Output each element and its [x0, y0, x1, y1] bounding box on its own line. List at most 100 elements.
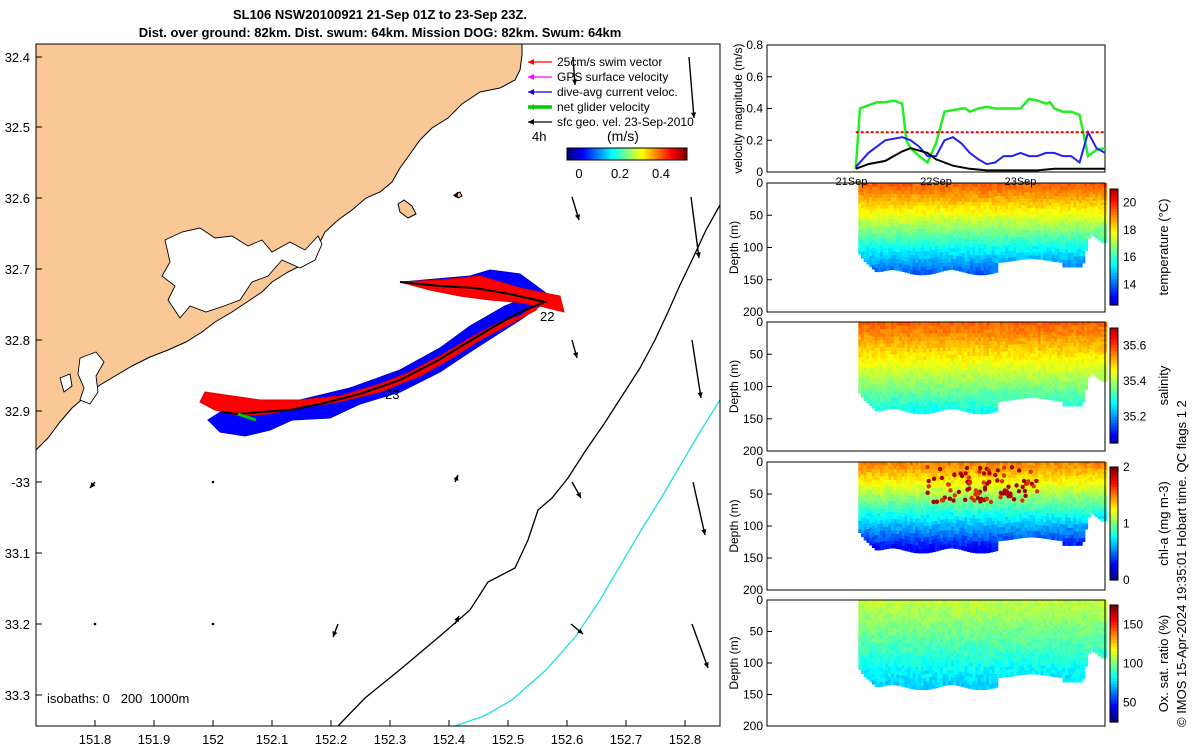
colorbar-cell	[1110, 365, 1118, 369]
heat-cell	[1100, 183, 1108, 187]
colorbar-cell	[1110, 255, 1118, 260]
colorbar-cell	[613, 148, 616, 160]
series-dive-avg-current-veloc-	[854, 129, 1106, 168]
geo-velocity-arrow	[691, 623, 709, 669]
legend-label: dive-avg current veloc.	[557, 85, 678, 99]
geo-velocity-arrowhead	[572, 79, 578, 85]
colorbar-cell	[577, 148, 580, 160]
colorbar-cell	[1110, 408, 1118, 412]
colorbar-cell	[1110, 215, 1118, 219]
colorbar-cell	[1110, 420, 1118, 424]
lat-tick-label: 32.8	[5, 333, 30, 348]
colorbar-cell	[625, 148, 628, 160]
colorbar-cell	[599, 148, 602, 160]
heat-cell	[1100, 185, 1108, 189]
heat-cell	[1100, 349, 1108, 353]
y-tick-label: 0.2	[746, 133, 763, 147]
heat-cell	[1100, 322, 1108, 326]
heat-cell	[1081, 378, 1089, 382]
heat-cell	[1078, 392, 1086, 396]
colorbar-cell	[639, 148, 642, 160]
colorbar-cell	[619, 148, 622, 160]
heat-cell	[1084, 370, 1091, 374]
colorbar-frame	[566, 147, 688, 161]
geo-velocity-arrowhead	[690, 112, 697, 118]
geo-velocity-dot	[93, 622, 97, 626]
heat-cell	[1100, 324, 1108, 328]
heat-cell	[1100, 361, 1108, 365]
velocity-panel-frame	[766, 44, 1106, 173]
longitude-axis: 151.8 151.9 152 152.1 152.2 152.3 152.4 152.5 15…	[79, 720, 701, 747]
colorbar-cell	[1110, 397, 1118, 401]
colorbar-cell	[1110, 296, 1118, 300]
geo-velocity-arrowhead	[90, 482, 96, 488]
heat-cell	[1078, 259, 1086, 264]
heat-cell	[1100, 368, 1108, 372]
colorbar-tick-label: 16	[1123, 250, 1137, 264]
lat-tick-label: 32.5	[5, 120, 30, 135]
depth-tick-label: 100	[743, 241, 763, 255]
geo-velocity-arrowhead	[697, 392, 703, 398]
colorbar-cell	[667, 148, 670, 160]
colorbar-cell	[1110, 267, 1118, 271]
colorbar-cell	[571, 148, 574, 160]
colorbar-cell	[1110, 440, 1118, 444]
colorbar-cell	[615, 148, 618, 160]
isobath-1000m	[454, 399, 720, 726]
heat-cell	[1081, 239, 1089, 243]
colorbar-cell	[1110, 385, 1118, 389]
geo-velocity-arrowhead	[573, 352, 579, 358]
colorbar-cell	[659, 148, 662, 160]
legend-label: sfc geo. vel. 23-Sep-2010	[557, 115, 694, 129]
depth-tick-label: 50	[750, 208, 764, 222]
heat-cell	[1100, 197, 1108, 201]
colorbar-cell	[1110, 287, 1118, 292]
colorbar-cell	[1110, 293, 1118, 297]
heat-cell	[1078, 253, 1086, 257]
heat-cell	[1100, 202, 1108, 206]
depth-tick-label: 50	[750, 347, 764, 361]
colorbar-cell	[1110, 376, 1118, 381]
heat-cell	[1100, 212, 1108, 216]
colorbar-cell	[1110, 345, 1118, 349]
heat-cell	[1078, 398, 1086, 403]
colorbar-cell	[673, 148, 676, 160]
heat-cell	[1081, 247, 1089, 252]
heat-cell	[1100, 346, 1108, 350]
lat-tick-label: 33.3	[5, 688, 30, 703]
depth-axis-label: Depth (m)	[727, 360, 741, 413]
colorbar-cell	[1110, 368, 1118, 372]
heat-cell	[1100, 366, 1108, 370]
colorbar-cell	[1110, 434, 1118, 438]
colorbar-cell	[1110, 362, 1118, 366]
heat-cell	[1100, 190, 1108, 194]
geo-velocity-arrowhead	[454, 616, 459, 622]
colorbar-cell	[1110, 218, 1118, 222]
colorbar-cell	[1110, 258, 1118, 263]
heat-cell	[1081, 381, 1089, 385]
heat-cell	[1100, 359, 1108, 363]
legend-label: net glider velocity	[557, 100, 650, 114]
heat-cell	[991, 403, 999, 409]
sfc-geo-velocity-arrows	[89, 56, 709, 669]
colorbar-cell	[583, 148, 586, 160]
swim-vector-band-upper	[399, 275, 565, 313]
time-marker-4h: 4h	[532, 129, 546, 144]
colorbar-cell	[1110, 399, 1118, 404]
colorbar-cell	[635, 148, 638, 160]
heat-cell	[1100, 239, 1108, 243]
lon-tick-label: 152.4	[433, 732, 466, 747]
colorbar-tick-label: 0.2	[611, 166, 629, 181]
colorbar-cell	[1110, 356, 1118, 361]
colorbar-cell	[627, 148, 630, 160]
colorbar-cell	[1110, 391, 1118, 395]
heat-cell	[1100, 339, 1108, 343]
colorbar-cell	[1110, 238, 1118, 242]
colorbar-cell	[1110, 223, 1118, 228]
colorbar-cell	[641, 148, 644, 160]
colorbar-cell	[601, 148, 604, 160]
colorbar-cell	[1110, 342, 1118, 346]
